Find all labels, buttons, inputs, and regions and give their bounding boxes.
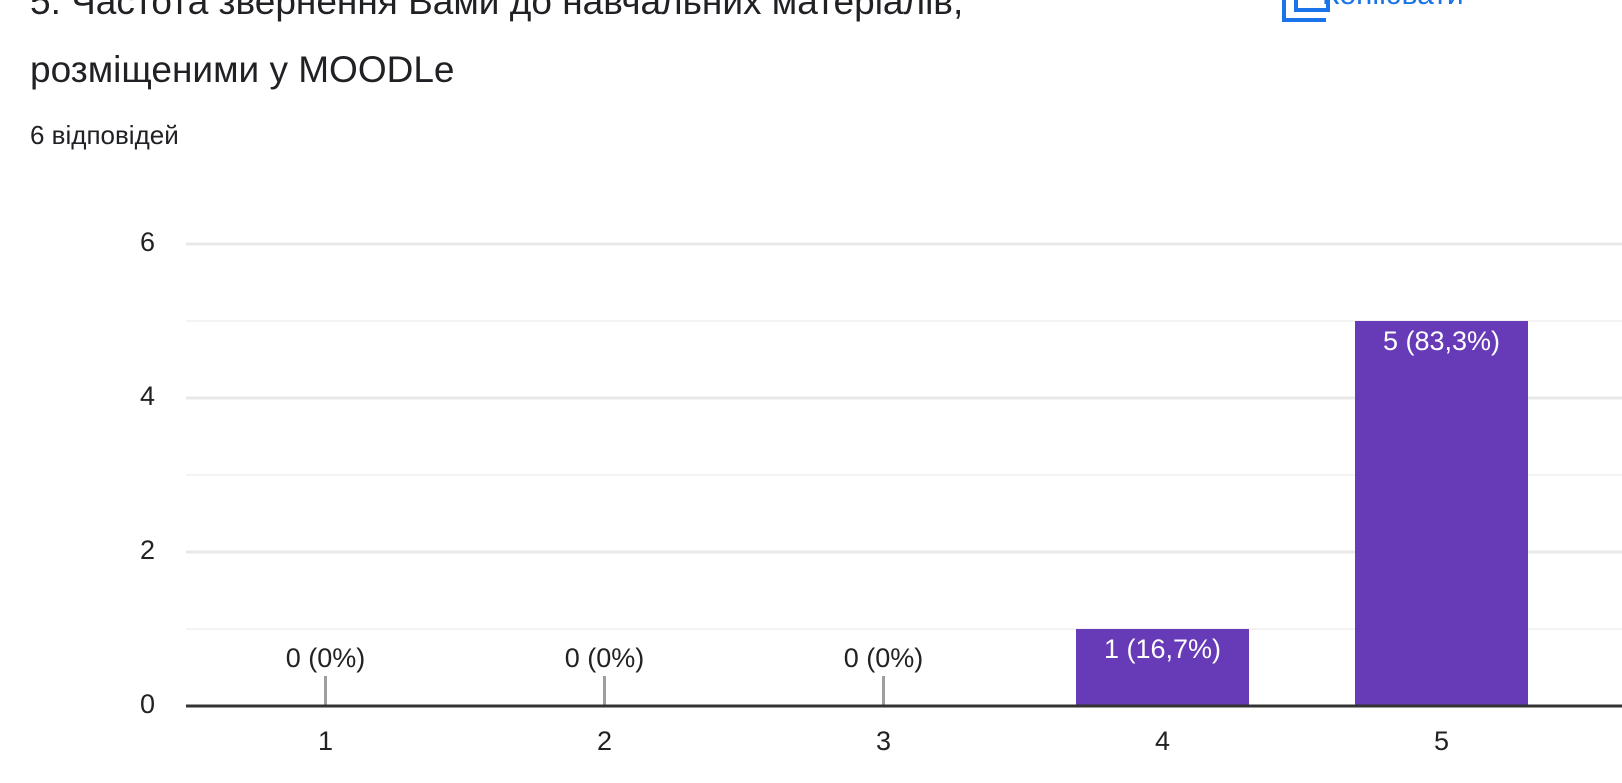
value-label: 0 (0%): [286, 643, 366, 673]
copy-icon-front: [1294, 0, 1330, 12]
bar: [1355, 321, 1528, 706]
copy-icon-back: [1282, 0, 1326, 22]
value-label: 5 (83,3%): [1383, 326, 1500, 356]
x-tick-label: 4: [1155, 726, 1170, 756]
chart-title: 5. Частота звернення Вами до навчальних …: [30, 0, 964, 90]
x-tick-label: 5: [1434, 726, 1449, 756]
copy-button[interactable]: Копіювати: [1322, 0, 1464, 12]
value-label: 0 (0%): [844, 643, 924, 673]
copy-icon[interactable]: [1282, 0, 1330, 22]
response-count: 6 відповідей: [30, 120, 179, 150]
x-tick-label: 3: [876, 726, 891, 756]
y-tick-label: 4: [140, 381, 155, 411]
y-tick-label: 0: [140, 689, 155, 719]
y-tick-label: 6: [140, 227, 155, 257]
value-label: 0 (0%): [565, 643, 645, 673]
x-tick-label: 1: [318, 726, 333, 756]
value-label: 1 (16,7%): [1104, 634, 1221, 664]
bar: [1076, 629, 1249, 706]
y-tick-label: 2: [140, 535, 155, 565]
x-tick-label: 2: [597, 726, 612, 756]
